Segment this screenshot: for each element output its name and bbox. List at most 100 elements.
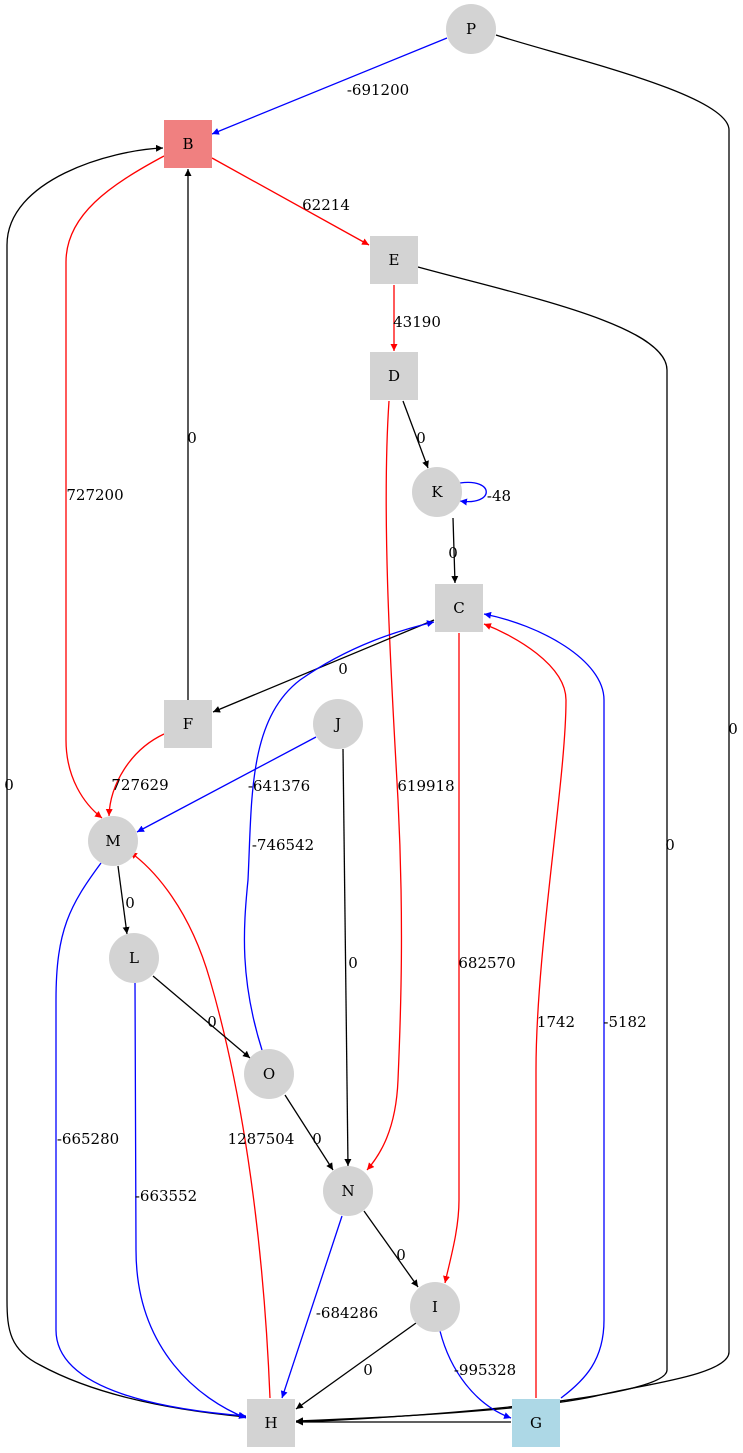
node-o-shape — [244, 1049, 294, 1099]
node-k-shape — [412, 467, 462, 517]
edge-label-e-d: 43190 — [393, 313, 441, 331]
node-o: O — [244, 1049, 294, 1099]
edge-label-e-h: 0 — [665, 836, 675, 854]
node-e-shape — [370, 236, 418, 284]
node-i-shape — [410, 1282, 460, 1332]
edge-i-g — [439, 1330, 512, 1419]
node-b-shape — [164, 120, 212, 168]
node-p-label: P — [466, 20, 476, 38]
node-p: P — [446, 4, 496, 54]
node-m: M — [88, 816, 138, 866]
node-l-shape — [109, 933, 159, 983]
node-l-label: L — [129, 949, 139, 967]
edge-h-b — [6, 144, 247, 1418]
node-h-shape — [247, 1399, 295, 1447]
node-c-label: C — [453, 599, 464, 617]
node-d-label: D — [388, 367, 400, 385]
edge-label-j-n: 0 — [348, 954, 358, 972]
edge-k-k — [459, 481, 487, 506]
edge-l-o — [152, 975, 251, 1059]
node-o-label: O — [263, 1065, 275, 1083]
edge-label-b-m: 727200 — [66, 486, 123, 504]
node-g-label: G — [530, 1414, 542, 1432]
edge-label-l-o: 0 — [207, 1013, 217, 1031]
edge-label-c-i: 682570 — [458, 954, 515, 972]
edge-o-n — [284, 1094, 334, 1171]
node-d-shape — [370, 352, 418, 400]
edge-label-d-n: 619918 — [397, 777, 454, 795]
edge-d-n — [366, 400, 403, 1171]
node-i: I — [410, 1282, 460, 1332]
edge-label-c-f: 0 — [338, 660, 348, 678]
edge-label-j-m: -641376 — [248, 777, 310, 795]
node-f: F — [164, 700, 212, 748]
edge-c-i — [443, 633, 460, 1284]
edge-label-l-h: -663552 — [135, 1187, 197, 1205]
edge-label-n-h: -684286 — [316, 1304, 378, 1322]
node-c-shape — [435, 584, 483, 632]
edge-g-c — [483, 611, 605, 1399]
edge-label-o-c: -746542 — [252, 836, 314, 854]
edge-label-i-g: -995328 — [454, 1361, 516, 1379]
edge-label-g-c: 1742 — [537, 1013, 575, 1031]
edge-label-b-e: 62214 — [302, 196, 350, 214]
node-f-label: F — [183, 715, 193, 733]
edge-i-h — [295, 1322, 417, 1410]
edge-m-l — [117, 865, 130, 935]
edge-label-h-m: 1287504 — [228, 1130, 295, 1148]
edge-label-h-b: 0 — [4, 776, 14, 794]
node-i-label: I — [432, 1298, 438, 1316]
edge-g-c — [483, 623, 567, 1398]
edge-c-f — [212, 619, 435, 713]
edge-e-h — [295, 266, 668, 1426]
node-k: K — [412, 467, 462, 517]
node-l: L — [109, 933, 159, 983]
edge-l-h — [134, 982, 247, 1419]
edge-label-g-c: -5182 — [603, 1013, 646, 1031]
edge-label-i-h: 0 — [363, 1361, 373, 1379]
edge-label-m-l: 0 — [125, 894, 135, 912]
node-h: H — [247, 1399, 295, 1447]
node-h-label: H — [264, 1414, 277, 1432]
node-n: N — [323, 1166, 373, 1216]
edge-label-o-n: 0 — [312, 1130, 322, 1148]
edge-label-f-m: 727629 — [111, 776, 168, 794]
node-e-label: E — [389, 251, 400, 269]
node-j: J — [313, 699, 363, 749]
node-b: B — [164, 120, 212, 168]
edge-label-k-k: -48 — [487, 487, 511, 505]
node-f-shape — [164, 700, 212, 748]
edge-label-f-b: 0 — [187, 429, 197, 447]
edge-m-h — [55, 862, 247, 1419]
node-d: D — [370, 352, 418, 400]
node-b-label: B — [182, 135, 193, 153]
node-m-shape — [88, 816, 138, 866]
edge-b-m — [65, 155, 165, 819]
edge-d-k — [402, 400, 429, 469]
edge-o-c — [243, 620, 435, 1051]
node-j-shape — [313, 699, 363, 749]
node-n-label: N — [341, 1182, 354, 1200]
edge-n-h — [280, 1215, 343, 1399]
edge-label-p-h: 0 — [728, 720, 738, 738]
edge-f-m — [105, 733, 165, 817]
node-c: C — [435, 584, 483, 632]
edge-b-e — [211, 157, 370, 246]
edge-h-m — [129, 851, 271, 1399]
node-e: E — [370, 236, 418, 284]
edge-j-n — [342, 748, 352, 1167]
edge-label-d-k: 0 — [416, 429, 426, 447]
node-m-label: M — [105, 832, 120, 850]
node-n-shape — [323, 1166, 373, 1216]
node-j-label: J — [333, 715, 341, 733]
edge-k-c — [451, 517, 459, 584]
edge-n-i — [363, 1210, 419, 1288]
node-p-shape — [446, 4, 496, 54]
edge-label-m-h: -665280 — [57, 1130, 119, 1148]
edge-p-b — [211, 37, 448, 135]
node-g: G — [512, 1399, 560, 1447]
node-k-label: K — [431, 483, 443, 501]
edge-label-k-c: 0 — [448, 544, 458, 562]
edge-j-m — [136, 736, 317, 833]
